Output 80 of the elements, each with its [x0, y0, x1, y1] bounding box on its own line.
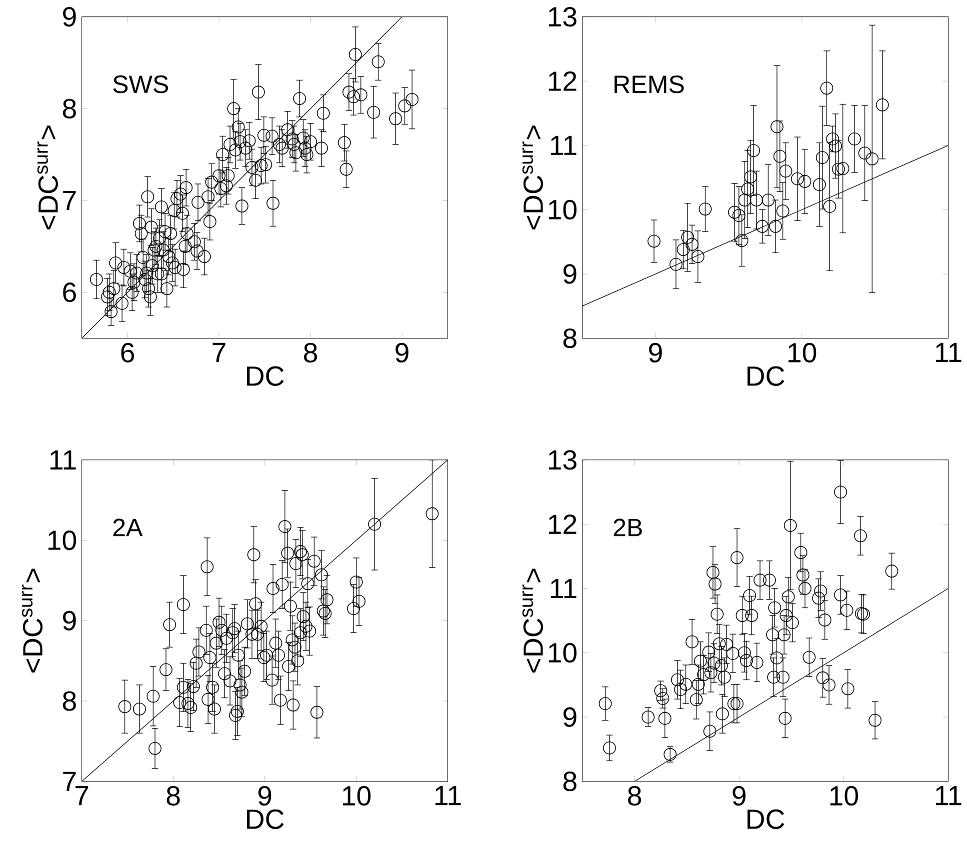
point	[858, 146, 872, 160]
y-axis-title: <DC$^{surr}$>	[522, 126, 544, 230]
point	[744, 170, 758, 184]
x-axis-title: DC	[247, 366, 284, 386]
x-tick-label: 11	[936, 786, 962, 806]
y-tick-label: 7	[63, 191, 76, 210]
point	[812, 178, 826, 192]
x-tick-label: 7	[212, 343, 226, 362]
y-tick-label: 10	[548, 200, 577, 220]
point	[769, 220, 782, 234]
y-tick-label: 12	[548, 72, 576, 91]
point	[676, 243, 690, 256]
x-tick-label: 9	[649, 343, 662, 363]
point	[686, 238, 699, 252]
y-tick-label: 11	[550, 579, 576, 598]
y-tick-label: 9	[564, 707, 576, 728]
y-tick-label: 7	[63, 772, 76, 792]
point	[816, 151, 829, 164]
point	[876, 98, 889, 112]
x-tick-label: 7	[76, 786, 88, 806]
point	[681, 231, 694, 244]
y-tick-label: 6	[63, 282, 76, 302]
annotation: 2A	[113, 518, 143, 536]
y-tick-label: 8	[563, 772, 576, 792]
point	[648, 234, 660, 248]
point	[735, 234, 748, 248]
point	[798, 175, 812, 188]
x-tick-label: 9	[258, 786, 272, 806]
annotation: REMS	[614, 76, 684, 94]
y-axis-title: <DC$^{surr}$>	[522, 568, 544, 673]
x-tick-label: 11	[435, 786, 461, 806]
y-tick-label: 10	[48, 530, 76, 550]
x-axis-title: DC	[748, 366, 784, 386]
y-tick-label: 9	[63, 610, 76, 631]
point	[670, 258, 682, 271]
y-tick-label: 8	[563, 328, 576, 348]
x-tick-label: 8	[304, 343, 318, 363]
y-tick-label: 8	[62, 691, 76, 711]
annotation: 2B	[614, 518, 642, 536]
x-tick-label: 9	[396, 343, 408, 363]
x-tick-label: 10	[342, 786, 371, 806]
point	[791, 172, 804, 186]
point	[848, 132, 862, 146]
x-tick-label: 6	[121, 343, 134, 363]
point	[773, 150, 786, 163]
point	[836, 162, 850, 176]
y-tick-label: 13	[548, 7, 576, 27]
x-axis-title: DC	[748, 810, 784, 830]
y-tick-label: 9	[63, 7, 76, 27]
y-tick-label: 12	[548, 514, 576, 534]
point	[732, 209, 746, 222]
y-tick-label: 8	[62, 98, 76, 119]
x-tick-label: 8	[166, 786, 180, 806]
y-axis-title: <DC$^{surr}$>	[37, 126, 58, 230]
x-tick-label: 11	[936, 343, 962, 362]
point	[728, 206, 741, 219]
x-axis-title: DC	[247, 810, 284, 830]
y-tick-label: 11	[550, 136, 576, 156]
y-axis-title: <DC$^{surr}$>	[22, 568, 43, 673]
x-tick-label: 8	[628, 786, 642, 806]
x-tick-label: 10	[830, 786, 858, 806]
point	[747, 144, 760, 158]
point	[698, 202, 712, 216]
point	[691, 250, 704, 264]
point	[776, 204, 790, 218]
x-tick-label: 10	[788, 343, 816, 363]
x-tick-label: 9	[732, 786, 746, 806]
point	[779, 164, 792, 178]
point	[770, 120, 784, 134]
y-tick-label: 9	[564, 264, 576, 284]
point	[750, 194, 763, 207]
y-tick-label: 13	[548, 450, 576, 470]
point	[756, 220, 769, 234]
point	[741, 182, 754, 196]
y-tick-label: 11	[50, 450, 76, 470]
point	[820, 82, 834, 95]
point	[823, 200, 836, 214]
point	[738, 194, 752, 207]
annotation: SWS	[113, 76, 168, 94]
y-tick-label: 10	[548, 643, 577, 663]
